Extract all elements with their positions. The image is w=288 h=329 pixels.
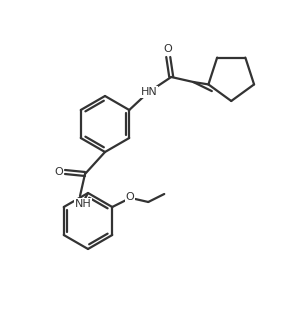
- Text: NH: NH: [75, 199, 91, 209]
- Text: O: O: [55, 167, 63, 177]
- Text: O: O: [164, 44, 173, 54]
- Text: HN: HN: [141, 87, 158, 97]
- Text: O: O: [126, 192, 134, 202]
